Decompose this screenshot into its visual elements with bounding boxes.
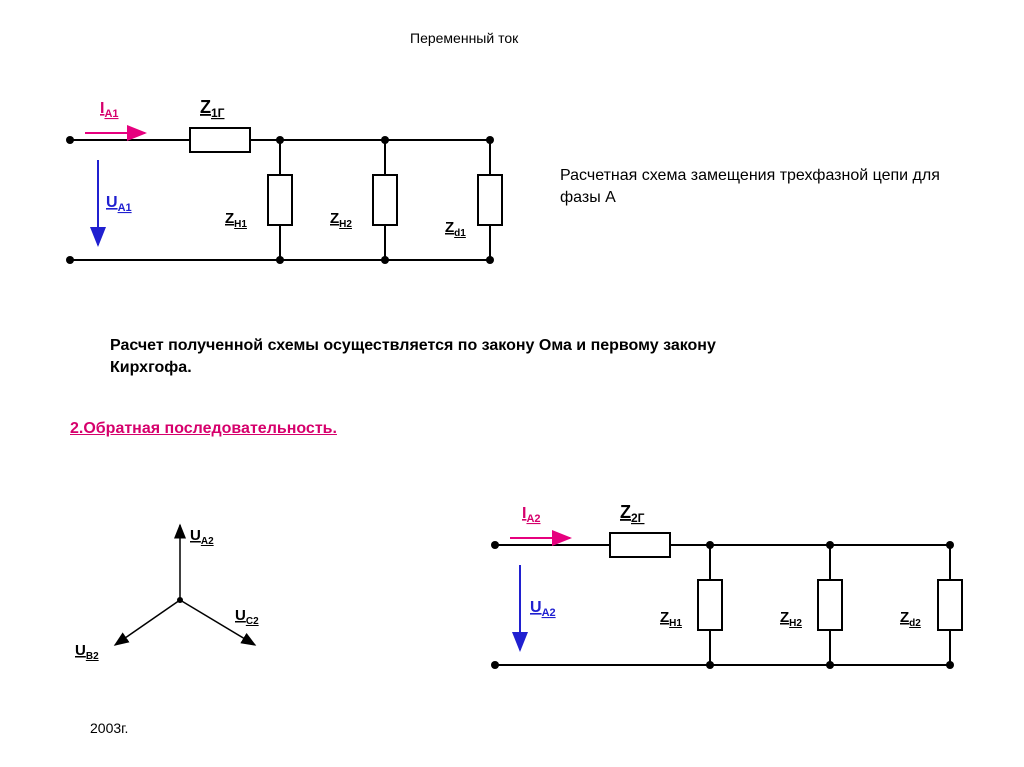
label-Z1G: Z1Г	[200, 97, 225, 120]
label-UA2p: UA2	[190, 527, 214, 547]
circuit1-diagram: IA1 UA1 Z1Г ZН1 ZН2 Zd1	[50, 85, 530, 285]
page-title: Переменный ток	[410, 30, 518, 46]
label-UA2c: UA2	[530, 599, 556, 619]
phasor-diagram: UA2 UB2 UC2	[60, 490, 340, 690]
label-ZH2b: ZН2	[780, 609, 802, 629]
label-Zd2: Zd2	[900, 609, 921, 629]
label-Z2G: Z2Г	[620, 502, 645, 525]
circuit1-caption: Расчетная схема замещения трехфазной цеп…	[560, 165, 940, 210]
body-text: Расчет полученной схемы осуществляется п…	[110, 335, 730, 380]
circuit2-diagram: IA2 UA2 Z2Г ZН1 ZН2 Zd2	[480, 490, 980, 690]
section2-heading: 2.Обратная последовательность.	[70, 420, 337, 438]
label-IA2: IA2	[522, 505, 541, 525]
label-ZH1a: ZН1	[225, 210, 247, 230]
label-ZH2a: ZН2	[330, 210, 352, 230]
label-IA1: IA1	[100, 100, 119, 120]
year-label: 2003г.	[90, 720, 128, 736]
label-ZH1b: ZН1	[660, 609, 682, 629]
label-UA1: UA1	[106, 194, 132, 214]
label-Zd1: Zd1	[445, 219, 466, 239]
label-UB2: UB2	[75, 642, 99, 662]
label-UC2: UC2	[235, 607, 259, 627]
